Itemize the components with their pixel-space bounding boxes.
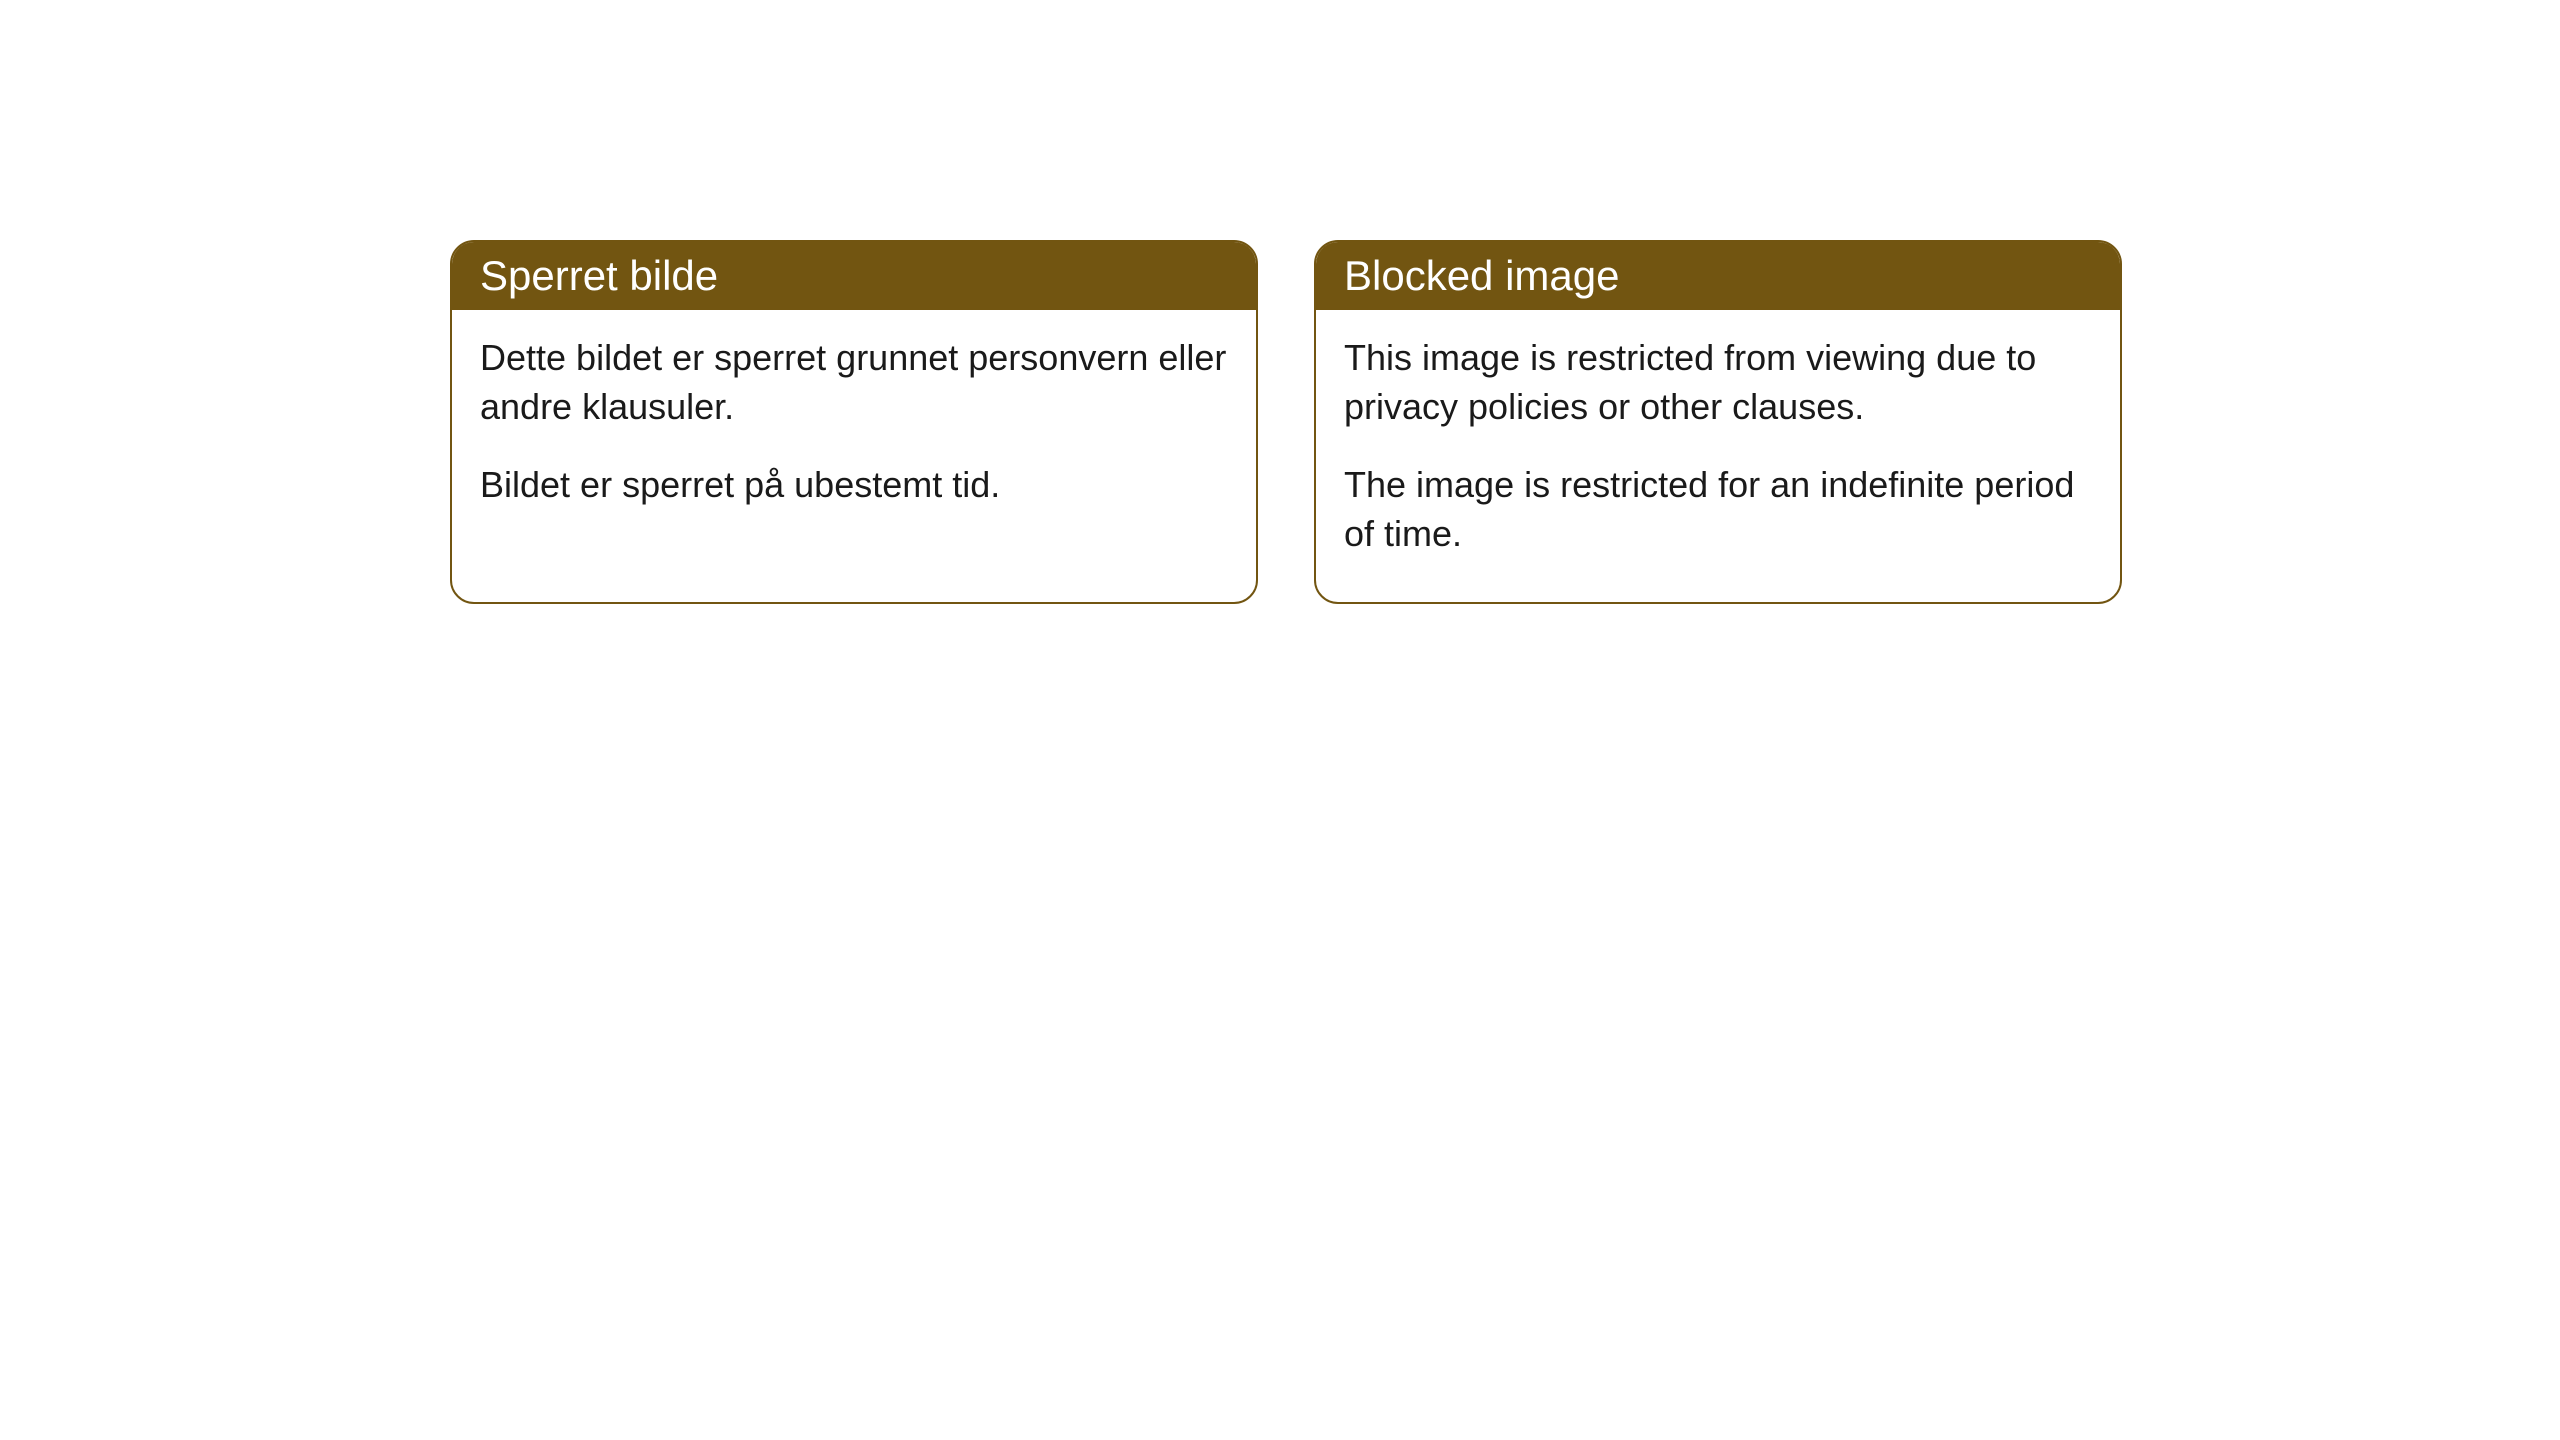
card-paragraph: Dette bildet er sperret grunnet personve… bbox=[480, 334, 1228, 431]
card-body-norwegian: Dette bildet er sperret grunnet personve… bbox=[452, 310, 1256, 554]
card-english: Blocked image This image is restricted f… bbox=[1314, 240, 2122, 604]
card-paragraph: This image is restricted from viewing du… bbox=[1344, 334, 2092, 431]
cards-container: Sperret bilde Dette bildet er sperret gr… bbox=[450, 240, 2122, 604]
card-header-english: Blocked image bbox=[1316, 242, 2120, 310]
card-paragraph: The image is restricted for an indefinit… bbox=[1344, 461, 2092, 558]
card-header-norwegian: Sperret bilde bbox=[452, 242, 1256, 310]
card-paragraph: Bildet er sperret på ubestemt tid. bbox=[480, 461, 1228, 510]
card-norwegian: Sperret bilde Dette bildet er sperret gr… bbox=[450, 240, 1258, 604]
card-body-english: This image is restricted from viewing du… bbox=[1316, 310, 2120, 602]
